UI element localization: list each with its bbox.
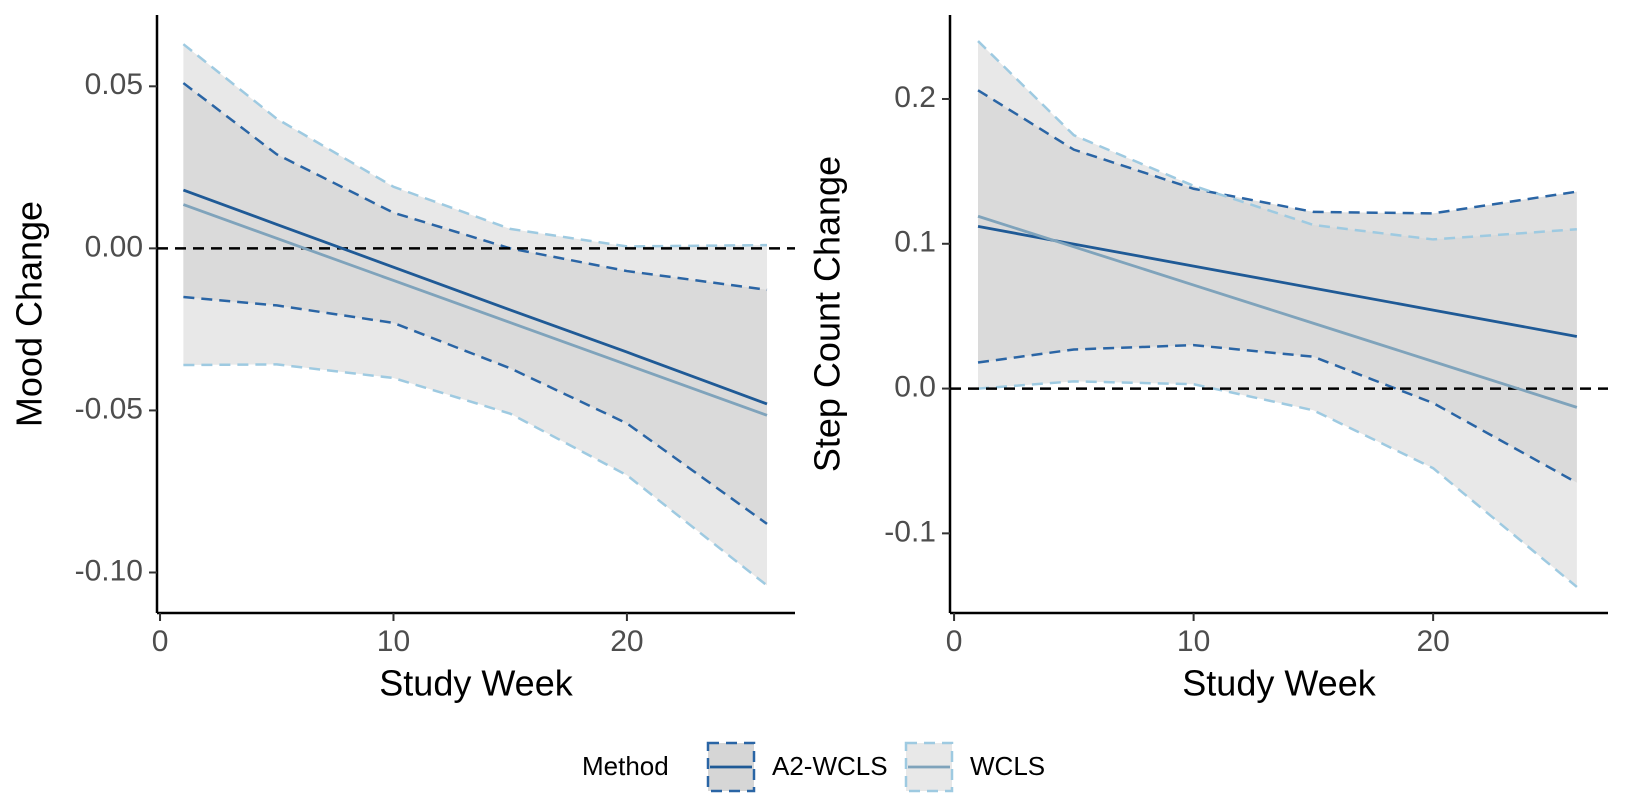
x-tick-label: 20 (610, 625, 643, 658)
x-tick-label: 0 (946, 625, 963, 658)
ci-lower (183, 363, 768, 587)
x-axis-label: Study Week (1182, 663, 1376, 704)
y-axis-label: Step Count Change (807, 156, 848, 472)
y-tick-label: 0.05 (85, 68, 143, 101)
y-tick-label: 0.0 (894, 370, 936, 403)
y-tick-label: -0.10 (75, 554, 143, 587)
ci-upper (977, 40, 1577, 241)
ci-upper (977, 89, 1578, 215)
ci-lower (977, 343, 1578, 484)
ci-ribbon (978, 90, 1577, 483)
x-axis-label: Study Week (379, 663, 573, 704)
ci-upper (182, 82, 768, 292)
x-tick-label: 0 (152, 625, 169, 658)
legend-label: A2-WCLS (772, 751, 888, 781)
x-tick-label: 10 (1177, 625, 1210, 658)
estimate-line (182, 188, 768, 406)
y-tick-label: 0.00 (85, 230, 143, 263)
legend-title: Method (582, 751, 669, 781)
ci-lower (977, 380, 1578, 588)
y-tick-label: -0.1 (884, 515, 936, 548)
estimate-line (182, 203, 768, 417)
y-axis-label: Mood Change (9, 201, 50, 427)
y-tick-label: 0.2 (894, 81, 936, 114)
y-tick-label: 0.1 (894, 226, 936, 259)
legend-label: WCLS (970, 751, 1045, 781)
estimate-line (977, 214, 1578, 409)
y-tick-label: -0.05 (75, 392, 143, 425)
ci-ribbon (183, 83, 767, 524)
x-tick-label: 20 (1416, 625, 1449, 658)
x-tick-label: 10 (377, 625, 410, 658)
ci-upper (182, 43, 767, 248)
ci-lower (183, 295, 768, 525)
